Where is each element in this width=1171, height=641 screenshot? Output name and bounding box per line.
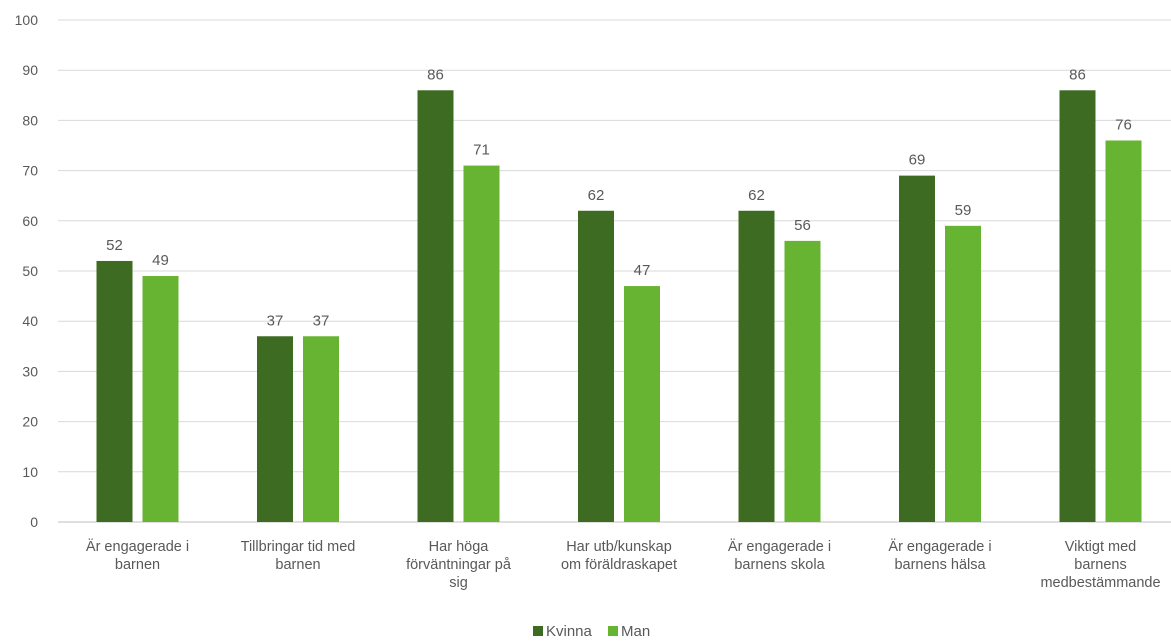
legend-swatch-man: [608, 626, 618, 636]
data-label: 37: [313, 312, 330, 329]
x-category-label-line: om föräldraskapet: [561, 557, 677, 573]
y-tick-label: 100: [15, 12, 39, 28]
data-label: 47: [634, 262, 651, 279]
bar-man: [624, 286, 660, 522]
y-tick-label: 0: [30, 514, 38, 530]
data-label: 52: [106, 237, 123, 254]
y-tick-label: 80: [22, 112, 38, 128]
legend-label: Kvinna: [546, 623, 593, 640]
x-category-label-line: Har höga: [429, 539, 490, 555]
x-category-label-line: sig: [449, 575, 468, 591]
x-category-label-line: Är engagerade i: [888, 538, 991, 555]
bar-man: [1105, 140, 1142, 523]
y-tick-label: 20: [22, 414, 38, 430]
bar-kvinna: [417, 90, 454, 522]
x-category-label-line: Har utb/kunskap: [566, 539, 672, 555]
bar-kvinna: [578, 210, 614, 522]
x-category-label-line: barnen: [115, 557, 160, 573]
y-tick-label: 30: [22, 363, 38, 379]
x-category-label-line: barnens hälsa: [894, 557, 986, 573]
data-label: 86: [427, 66, 444, 83]
x-category-label: Är engagerade i barnens hälsa: [888, 538, 991, 573]
data-label: 62: [748, 187, 765, 204]
legend: Kvinna Man: [533, 623, 650, 640]
data-label: 59: [955, 202, 972, 219]
data-label: 49: [152, 252, 169, 269]
bar-man: [463, 165, 500, 522]
bars: [96, 90, 1142, 523]
bar-man: [945, 225, 981, 522]
x-category-label-line: Tillbringar tid med: [241, 539, 356, 555]
x-category-label-line: medbestämmande: [1040, 575, 1160, 591]
x-category-label-line: barnens: [1074, 557, 1126, 573]
gridlines: [58, 19, 1171, 523]
bar-man: [303, 336, 339, 522]
x-category-label-line: förväntningar på: [406, 557, 512, 573]
y-tick-label: 90: [22, 62, 38, 78]
data-label: 71: [473, 142, 490, 159]
x-category-label-line: Är engagerade i: [86, 538, 189, 555]
bar-kvinna: [1059, 90, 1096, 522]
bar-kvinna: [96, 260, 133, 522]
data-label: 56: [794, 217, 811, 234]
x-category-label-line: barnens skola: [734, 557, 825, 573]
y-axis: 0 10 20 30 40 50 60 70 80 90 100: [15, 12, 39, 530]
y-tick-label: 10: [22, 464, 38, 480]
x-category-label: Viktigt med barnens medbestämmande: [1040, 539, 1160, 591]
bar-kvinna: [899, 175, 935, 522]
bar-kvinna: [738, 210, 775, 522]
y-tick-label: 50: [22, 263, 38, 279]
data-label: 37: [267, 312, 284, 329]
y-tick-label: 60: [22, 213, 38, 229]
x-category-label-line: Viktigt med: [1065, 539, 1136, 555]
y-tick-label: 40: [22, 313, 38, 329]
x-category-label: Har höga förväntningar på sig: [406, 539, 512, 591]
data-label: 86: [1069, 66, 1086, 83]
y-tick-label: 70: [22, 163, 38, 179]
bar-man: [784, 240, 821, 522]
bar-man: [142, 276, 179, 522]
bar-kvinna: [257, 336, 293, 522]
x-category-label-line: barnen: [275, 557, 320, 573]
x-category-label: Tillbringar tid med barnen: [241, 539, 356, 573]
x-category-label: Är engagerade i barnens skola: [728, 538, 831, 573]
data-label: 62: [588, 187, 605, 204]
legend-swatch-kvinna: [533, 626, 543, 636]
legend-label: Man: [621, 623, 650, 640]
x-category-label-line: Är engagerade i: [728, 538, 831, 555]
data-label: 76: [1115, 116, 1132, 133]
x-category-label: Är engagerade i barnen: [86, 538, 189, 573]
data-label: 69: [909, 152, 926, 169]
data-labels: 52 49 37 37 86 71 62 47 62 56 69 59 86 76: [106, 66, 1132, 329]
x-category-label: Har utb/kunskap om föräldraskapet: [561, 539, 677, 573]
